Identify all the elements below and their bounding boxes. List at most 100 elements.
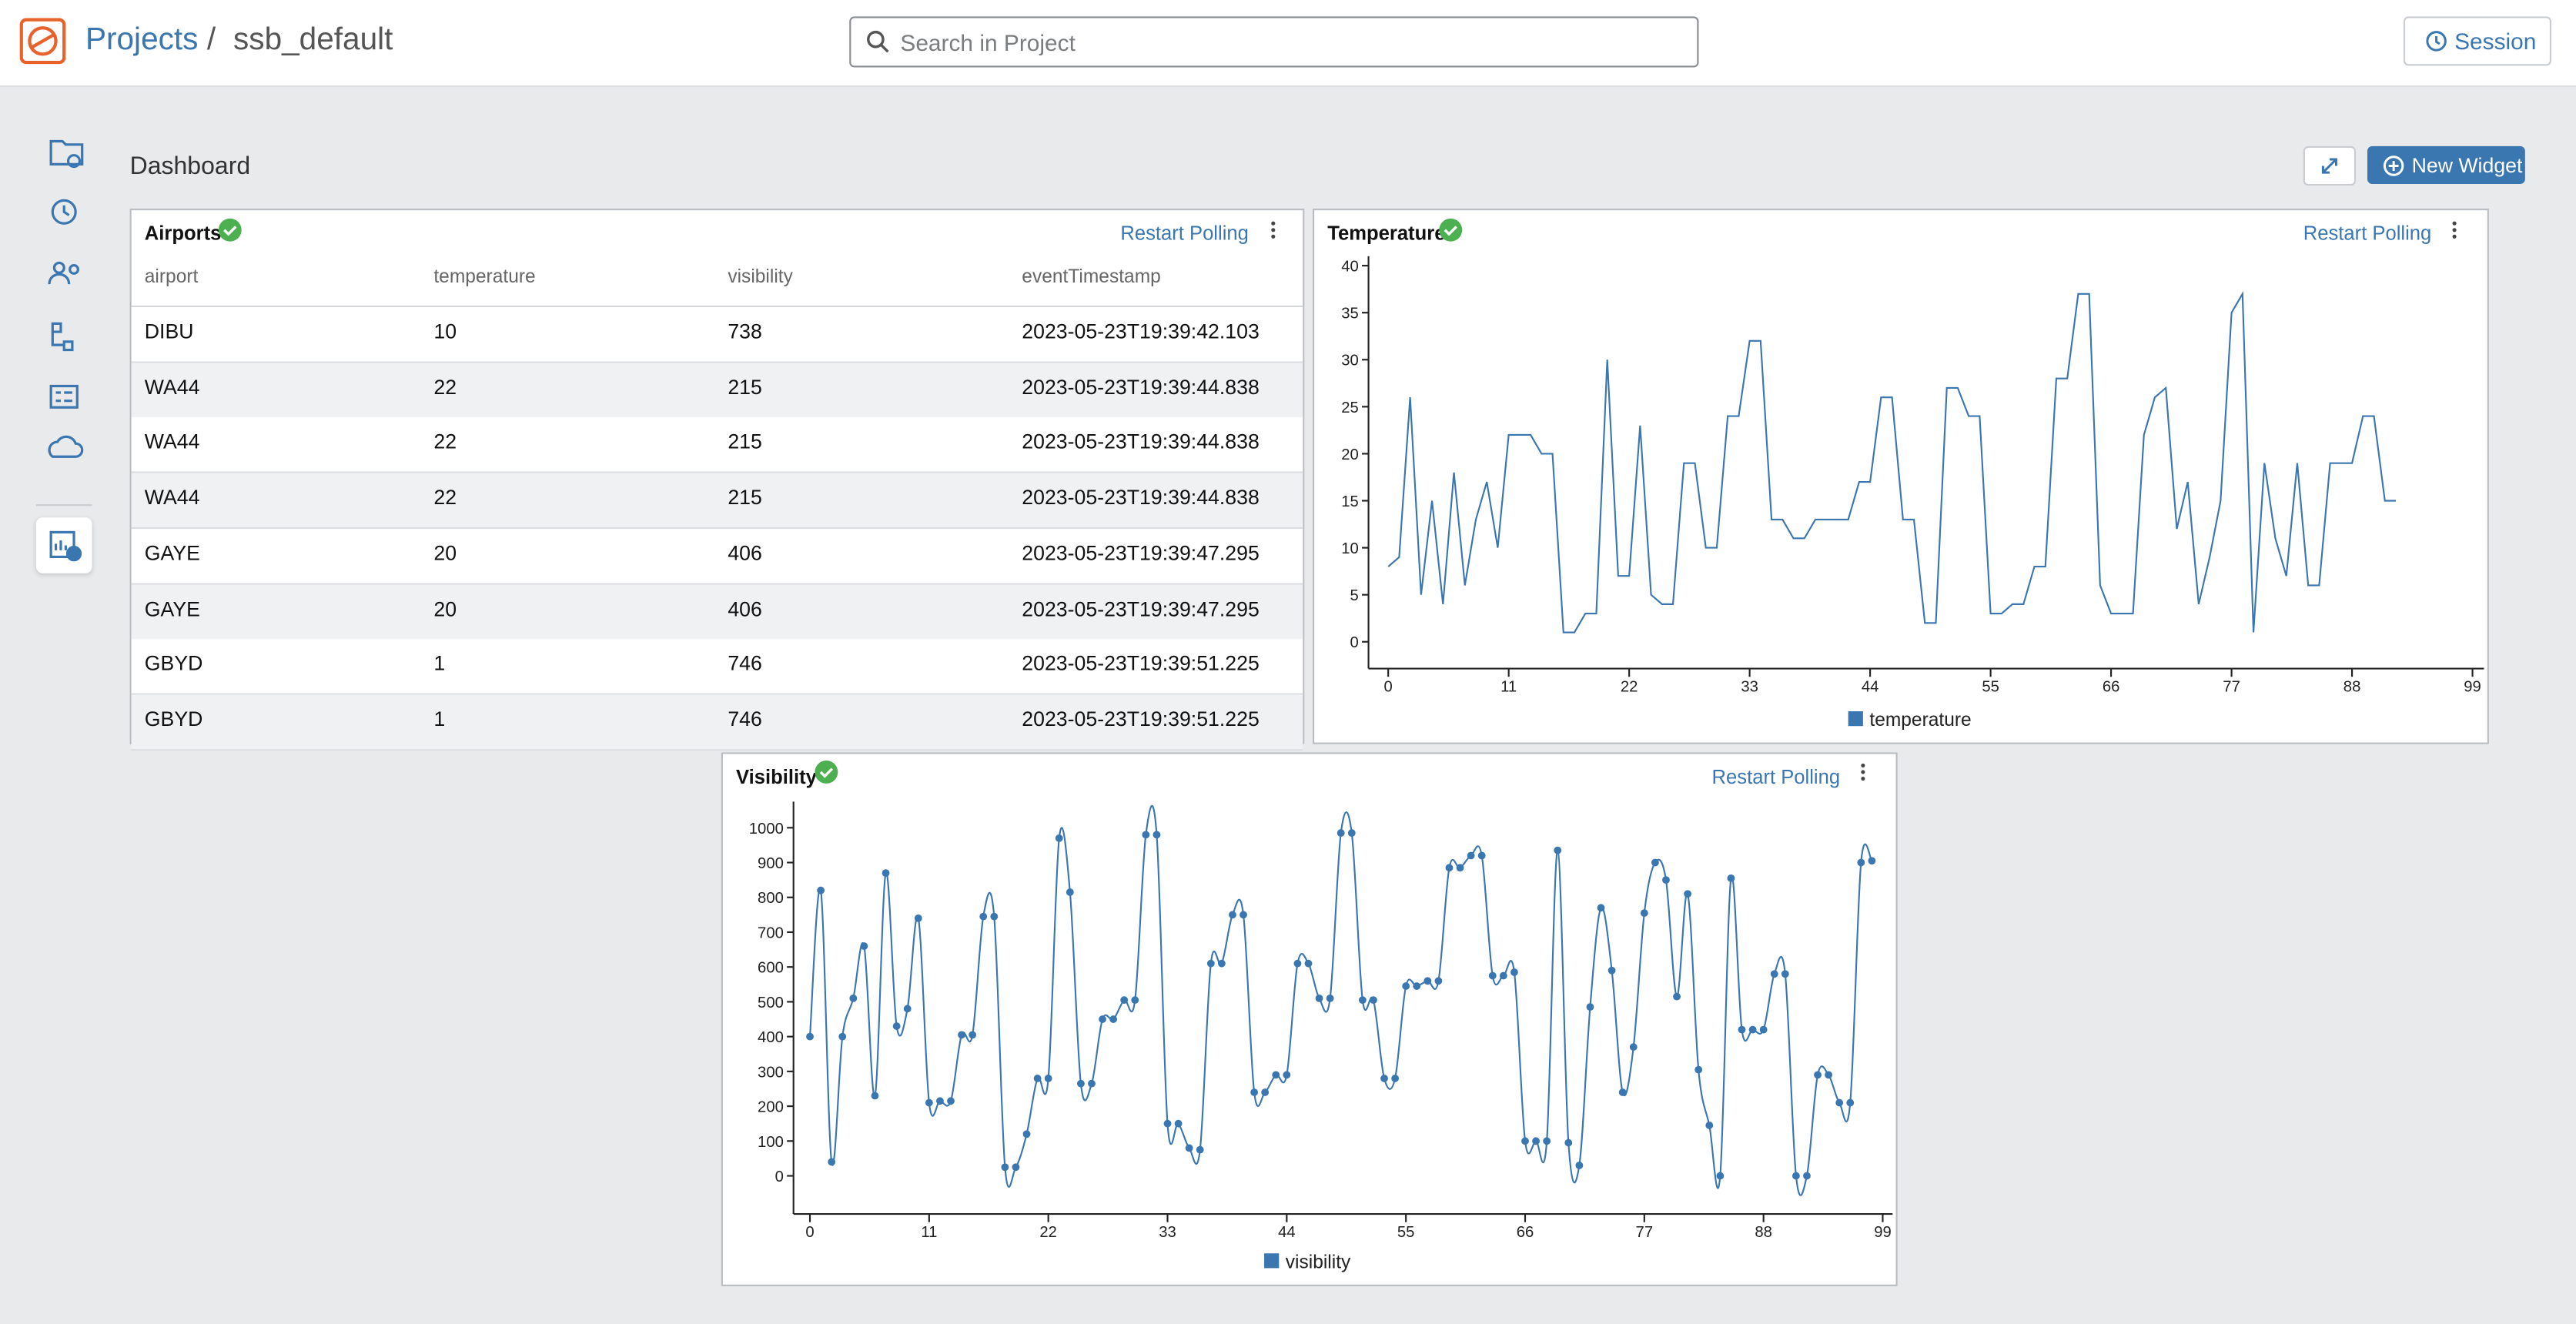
data-point [1402, 982, 1410, 990]
x-tick-label: 33 [1159, 1224, 1176, 1241]
x-tick-label: 11 [1500, 678, 1517, 695]
x-tick-label: 66 [2103, 678, 2120, 695]
data-point [1423, 977, 1431, 985]
data-point [1272, 1071, 1280, 1078]
data-point [1370, 996, 1377, 1004]
data-point [1846, 1099, 1854, 1107]
x-tick-label: 0 [1384, 678, 1393, 695]
data-point [1023, 1130, 1031, 1138]
y-tick-label: 100 [758, 1134, 784, 1151]
data-point [1446, 864, 1454, 871]
data-point [1857, 859, 1865, 867]
data-point [1694, 1066, 1702, 1074]
data-point [1543, 1137, 1551, 1145]
series-line [1388, 294, 2396, 633]
data-point [936, 1097, 944, 1105]
data-point [1684, 890, 1691, 898]
data-point [1554, 847, 1561, 854]
x-tick-label: 99 [2464, 678, 2481, 695]
series-line [810, 806, 1872, 1195]
data-point [1207, 960, 1215, 968]
data-point [1608, 967, 1616, 975]
data-point [1120, 996, 1128, 1004]
legend-label: temperature [1869, 710, 1971, 731]
data-point [990, 913, 998, 921]
y-tick-label: 0 [775, 1169, 784, 1185]
data-point [1186, 1144, 1193, 1152]
data-point [1218, 960, 1226, 968]
data-point [904, 1005, 912, 1013]
y-tick-label: 35 [1341, 306, 1359, 323]
data-point [1489, 972, 1497, 980]
data-point [979, 913, 987, 921]
data-point [1250, 1088, 1258, 1096]
x-tick-label: 66 [1517, 1224, 1534, 1241]
data-point [1575, 1162, 1583, 1169]
data-point [1597, 904, 1605, 911]
data-point [1001, 1163, 1009, 1171]
data-point [1337, 829, 1345, 837]
data-point [1131, 996, 1139, 1004]
data-point [1175, 1120, 1183, 1128]
data-point [1803, 1172, 1811, 1180]
data-point [1749, 1026, 1757, 1034]
data-point [1283, 1071, 1290, 1078]
data-point [1467, 852, 1475, 860]
data-point [1564, 1139, 1572, 1147]
y-tick-label: 200 [758, 1099, 784, 1116]
data-point [1164, 1120, 1172, 1128]
data-point [1391, 1075, 1399, 1082]
data-point [1012, 1163, 1020, 1171]
y-tick-label: 30 [1341, 353, 1359, 369]
data-point [1229, 911, 1236, 918]
data-point [1326, 995, 1334, 1002]
data-point [1055, 834, 1063, 842]
x-tick-label: 77 [1636, 1224, 1654, 1241]
data-point [1066, 888, 1074, 896]
data-point [915, 914, 922, 922]
data-point [1239, 911, 1247, 918]
data-point [1760, 1026, 1768, 1034]
y-tick-label: 1000 [749, 821, 784, 838]
y-tick-label: 800 [758, 890, 784, 907]
data-point [1587, 1003, 1594, 1011]
y-tick-label: 40 [1341, 259, 1359, 276]
x-tick-label: 55 [1397, 1224, 1415, 1241]
y-tick-label: 300 [758, 1064, 784, 1081]
data-point [1705, 1122, 1713, 1129]
data-point [828, 1158, 835, 1166]
data-point [1500, 972, 1507, 980]
x-tick-label: 44 [1862, 678, 1879, 695]
data-point [1662, 876, 1670, 884]
data-point [849, 995, 857, 1002]
data-point [871, 1092, 879, 1100]
data-point [1792, 1172, 1800, 1180]
legend-swatch [1848, 711, 1863, 726]
data-point [860, 942, 868, 950]
data-point [817, 887, 825, 894]
data-point [1142, 831, 1149, 838]
legend-swatch [1264, 1253, 1279, 1268]
y-tick-label: 10 [1341, 540, 1359, 557]
data-point [1434, 977, 1442, 985]
x-tick-label: 0 [805, 1224, 814, 1241]
y-tick-label: 400 [758, 1029, 784, 1046]
data-point [1738, 1026, 1746, 1034]
data-point [1088, 1080, 1096, 1088]
data-point [1641, 909, 1648, 917]
data-point [1099, 1015, 1106, 1023]
data-point [1478, 852, 1486, 860]
data-point [925, 1099, 933, 1107]
y-tick-label: 15 [1341, 493, 1359, 510]
data-point [1153, 831, 1161, 838]
data-point [1814, 1071, 1822, 1078]
data-point [882, 869, 890, 877]
kebab-menus[interactable] [1271, 222, 2456, 781]
x-tick-label: 22 [1039, 1224, 1057, 1241]
data-point [1261, 1088, 1269, 1096]
data-point [1305, 960, 1313, 968]
data-point [1109, 1015, 1117, 1023]
x-tick-label: 88 [1755, 1224, 1772, 1241]
data-point [1630, 1043, 1638, 1051]
